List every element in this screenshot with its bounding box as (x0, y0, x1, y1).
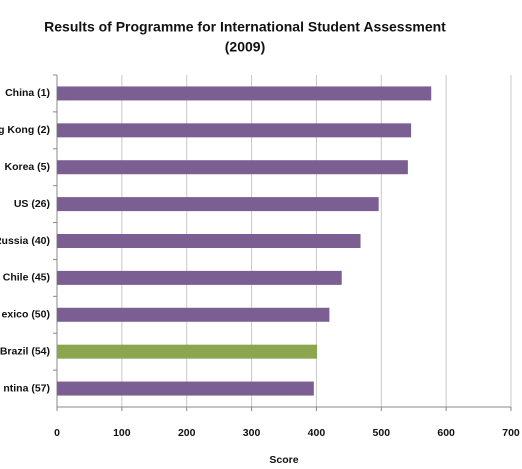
y-tick-label: g Kong (2) (0, 124, 50, 136)
y-tick-label: ntina (57) (3, 382, 50, 394)
bar (57, 86, 432, 101)
y-tick-label: Russia (40) (0, 235, 50, 247)
bar (57, 160, 408, 175)
bar (57, 344, 318, 359)
bar (57, 234, 361, 248)
x-tick-label: 700 (502, 427, 520, 439)
bar (57, 123, 412, 138)
y-tick-label: China (1) (5, 87, 50, 99)
y-tick-label: US (26) (14, 198, 50, 210)
chart-title: (2009) (225, 39, 265, 55)
x-tick-label: 600 (437, 427, 455, 439)
x-tick-label: 100 (113, 427, 131, 439)
bar (57, 270, 342, 285)
chart-title: Results of Programme for International S… (44, 19, 446, 35)
x-tick-label: 300 (243, 427, 261, 439)
x-tick-label: 500 (373, 427, 391, 439)
bar (57, 197, 379, 212)
y-tick-label: Brazil (54) (0, 345, 50, 357)
x-tick-label: 200 (178, 427, 196, 439)
x-axis-label: Score (269, 454, 298, 466)
y-tick-label: Chile (45) (3, 272, 50, 284)
x-tick-label: 0 (54, 427, 60, 439)
bar (57, 307, 330, 322)
x-tick-label: 400 (308, 427, 326, 439)
y-tick-label: exico (50) (2, 309, 50, 321)
bar (57, 381, 314, 396)
y-tick-label: Korea (5) (4, 161, 50, 173)
